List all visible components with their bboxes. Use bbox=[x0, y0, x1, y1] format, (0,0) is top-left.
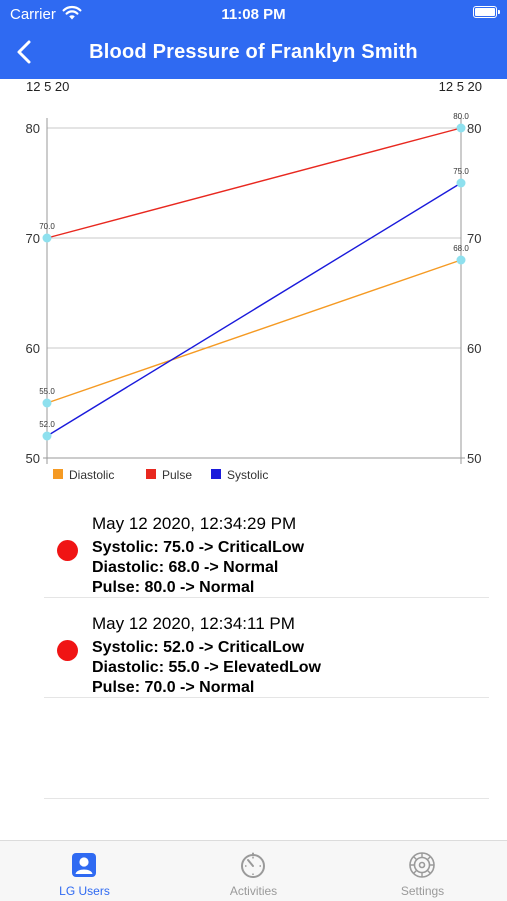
chevron-left-icon bbox=[17, 40, 31, 64]
row-divider bbox=[44, 597, 489, 598]
alert-dot-icon bbox=[57, 540, 78, 561]
legend-swatch bbox=[211, 469, 221, 479]
y-tick-label-left: 70 bbox=[26, 231, 40, 246]
data-point bbox=[42, 233, 52, 243]
legend-swatch bbox=[146, 469, 156, 479]
y-tick-label-right: 50 bbox=[467, 451, 481, 466]
data-label: 75.0 bbox=[453, 167, 469, 176]
systolic-status: Systolic: 75.0 -> CriticalLow bbox=[92, 539, 305, 556]
legend-label: Pulse bbox=[162, 468, 192, 482]
diastolic-status: Diastolic: 55.0 -> ElevatedLow bbox=[92, 659, 321, 676]
reading-date: May 12 2020, 12:34:29 PM bbox=[92, 514, 297, 533]
tab-bar: LG Users Activities Settings bbox=[0, 840, 507, 901]
reading-row[interactable]: May 12 2020, 12:34:29 PM Systolic: 75.0 … bbox=[0, 500, 507, 598]
stopwatch-icon bbox=[241, 852, 265, 878]
gear-icon bbox=[409, 852, 435, 878]
tab-lg-users[interactable]: LG Users bbox=[0, 841, 169, 901]
legend-label: Diastolic bbox=[69, 468, 114, 482]
data-label: 55.0 bbox=[39, 387, 55, 396]
series-line-pulse bbox=[46, 127, 462, 239]
blood-pressure-chart: 50 50 60 60 70 70 80 80 12 5 20 12 5 20 55.0 68.0 7… bbox=[26, 79, 482, 482]
data-label: 80.0 bbox=[453, 112, 469, 121]
nav-bar: Blood Pressure of Franklyn Smith bbox=[0, 30, 507, 74]
y-tick-label-right: 60 bbox=[467, 341, 481, 356]
reading-date: May 12 2020, 12:34:11 PM bbox=[92, 614, 295, 633]
legend-label: Systolic bbox=[227, 468, 268, 482]
data-point bbox=[456, 255, 466, 265]
chart-legend: Diastolic Pulse Systolic bbox=[53, 468, 268, 482]
carrier-label: Carrier bbox=[10, 6, 56, 23]
reading-row[interactable]: May 12 2020, 12:34:11 PM Systolic: 52.0 … bbox=[0, 600, 507, 698]
series-line-diastolic bbox=[46, 259, 462, 404]
user-icon bbox=[72, 853, 96, 877]
series-line-systolic bbox=[46, 182, 462, 437]
y-tick-label-right: 80 bbox=[467, 121, 481, 136]
data-point bbox=[42, 398, 52, 408]
row-divider bbox=[44, 697, 489, 698]
systolic-status: Systolic: 52.0 -> CriticalLow bbox=[92, 639, 305, 656]
y-tick-label-left: 50 bbox=[26, 451, 40, 466]
x-tick-label: 12 5 20 bbox=[439, 79, 482, 94]
data-label: 52.0 bbox=[39, 420, 55, 429]
y-tick-label-left: 60 bbox=[26, 341, 40, 356]
back-button[interactable] bbox=[10, 36, 40, 68]
status-time: 11:08 PM bbox=[221, 6, 286, 23]
data-point bbox=[456, 178, 466, 188]
y-tick-label-left: 80 bbox=[26, 121, 40, 136]
data-label: 68.0 bbox=[453, 244, 469, 253]
wifi-icon bbox=[62, 5, 82, 20]
tab-label: Settings bbox=[400, 884, 445, 898]
tab-label: Activities bbox=[229, 884, 278, 898]
alert-dot-icon bbox=[57, 640, 78, 661]
top-bar: Carrier 11:08 PM Blood Pressure of Frank… bbox=[0, 0, 507, 79]
chart-grid bbox=[47, 127, 461, 459]
tab-settings[interactable]: Settings bbox=[338, 841, 507, 901]
data-point bbox=[456, 123, 466, 133]
tab-activities[interactable]: Activities bbox=[169, 841, 338, 901]
legend-swatch bbox=[53, 469, 63, 479]
pulse-status: Pulse: 80.0 -> Normal bbox=[92, 579, 255, 596]
status-bar: Carrier 11:08 PM bbox=[0, 0, 507, 28]
page-title: Blood Pressure of Franklyn Smith bbox=[89, 41, 418, 63]
y-tick-label-right: 70 bbox=[467, 231, 481, 246]
row-divider bbox=[44, 798, 489, 799]
battery-icon bbox=[473, 6, 500, 18]
pulse-status: Pulse: 70.0 -> Normal bbox=[92, 679, 255, 696]
tab-label: LG Users bbox=[59, 884, 110, 898]
diastolic-status: Diastolic: 68.0 -> Normal bbox=[92, 559, 279, 576]
chart-series: 55.0 68.0 70.0 80.0 52.0 75.0 bbox=[39, 112, 469, 441]
data-point bbox=[42, 431, 52, 441]
chart-axes: 50 50 60 60 70 70 80 80 12 5 20 12 5 20 bbox=[26, 79, 482, 466]
data-label: 70.0 bbox=[39, 222, 55, 231]
x-tick-label: 12 5 20 bbox=[26, 79, 69, 94]
